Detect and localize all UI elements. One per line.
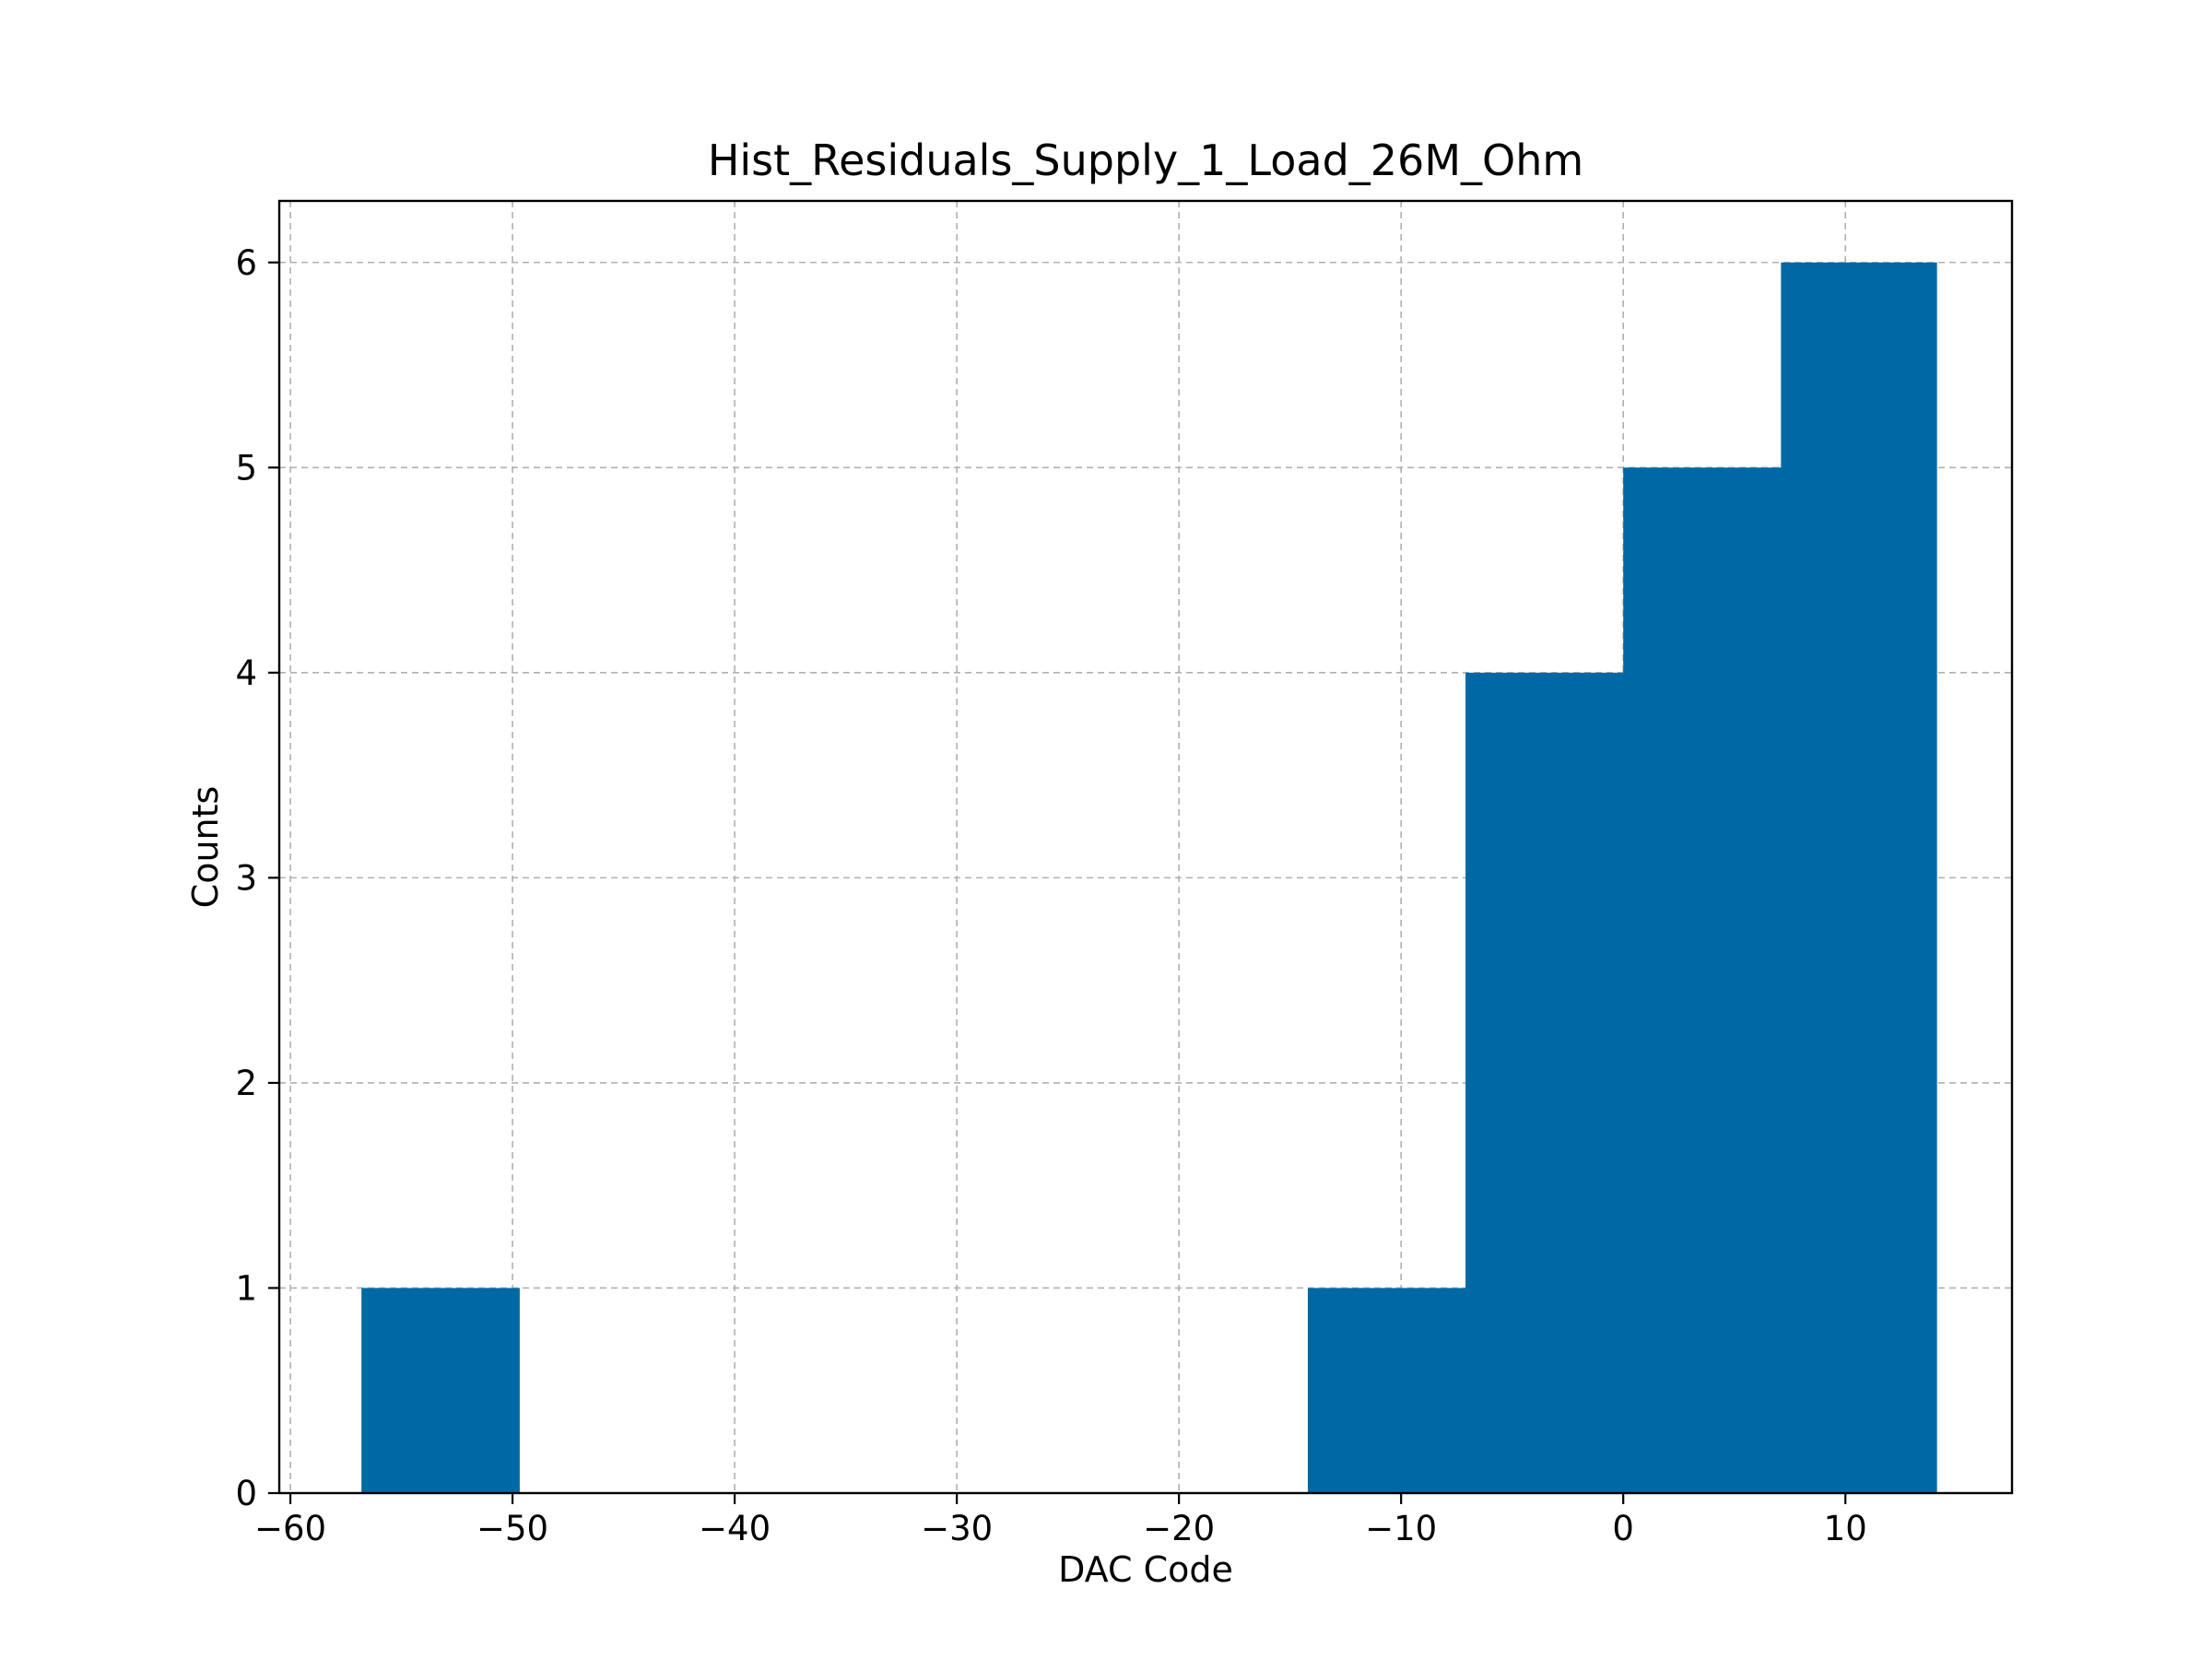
x-tick-label-1: −50	[477, 1509, 548, 1548]
y-tick-label-0: 0	[235, 1474, 257, 1513]
ticks-layer: −60 −50 −40 −30 −20 −10 0 10 0 1 2 3 4 5 6	[235, 243, 1866, 1548]
y-tick-label-4: 4	[235, 653, 257, 693]
x-tick-label-2: −40	[699, 1509, 771, 1548]
bars-layer	[361, 262, 1937, 1494]
histogram-bar-9	[1781, 262, 1937, 1493]
x-tick-label-3: −30	[921, 1509, 993, 1548]
y-axis-label: Counts	[185, 786, 226, 909]
x-tick-label-7: 10	[1824, 1509, 1867, 1548]
y-tick-label-3: 3	[235, 858, 257, 898]
x-axis-label: DAC Code	[1058, 1549, 1233, 1590]
histogram-bar-0	[361, 1288, 520, 1493]
axes-frame	[277, 199, 2014, 1495]
x-tick-label-5: −10	[1365, 1509, 1437, 1548]
x-tick-label-4: −20	[1143, 1509, 1215, 1548]
y-tick-label-2: 2	[235, 1064, 257, 1103]
chart-title: Hist_Residuals_Supply_1_Load_26M_Ohm	[708, 135, 1583, 185]
x-tick-label-0: −60	[254, 1509, 326, 1548]
y-tick-label-1: 1	[235, 1268, 257, 1308]
y-tick-label-5: 5	[235, 448, 257, 488]
y-tick-label-6: 6	[235, 243, 257, 283]
x-tick-label-6: 0	[1612, 1509, 1634, 1548]
histogram-bar-7	[1465, 672, 1624, 1493]
histogram-bar-6	[1307, 1288, 1466, 1493]
histogram-bar-8	[1623, 467, 1782, 1494]
